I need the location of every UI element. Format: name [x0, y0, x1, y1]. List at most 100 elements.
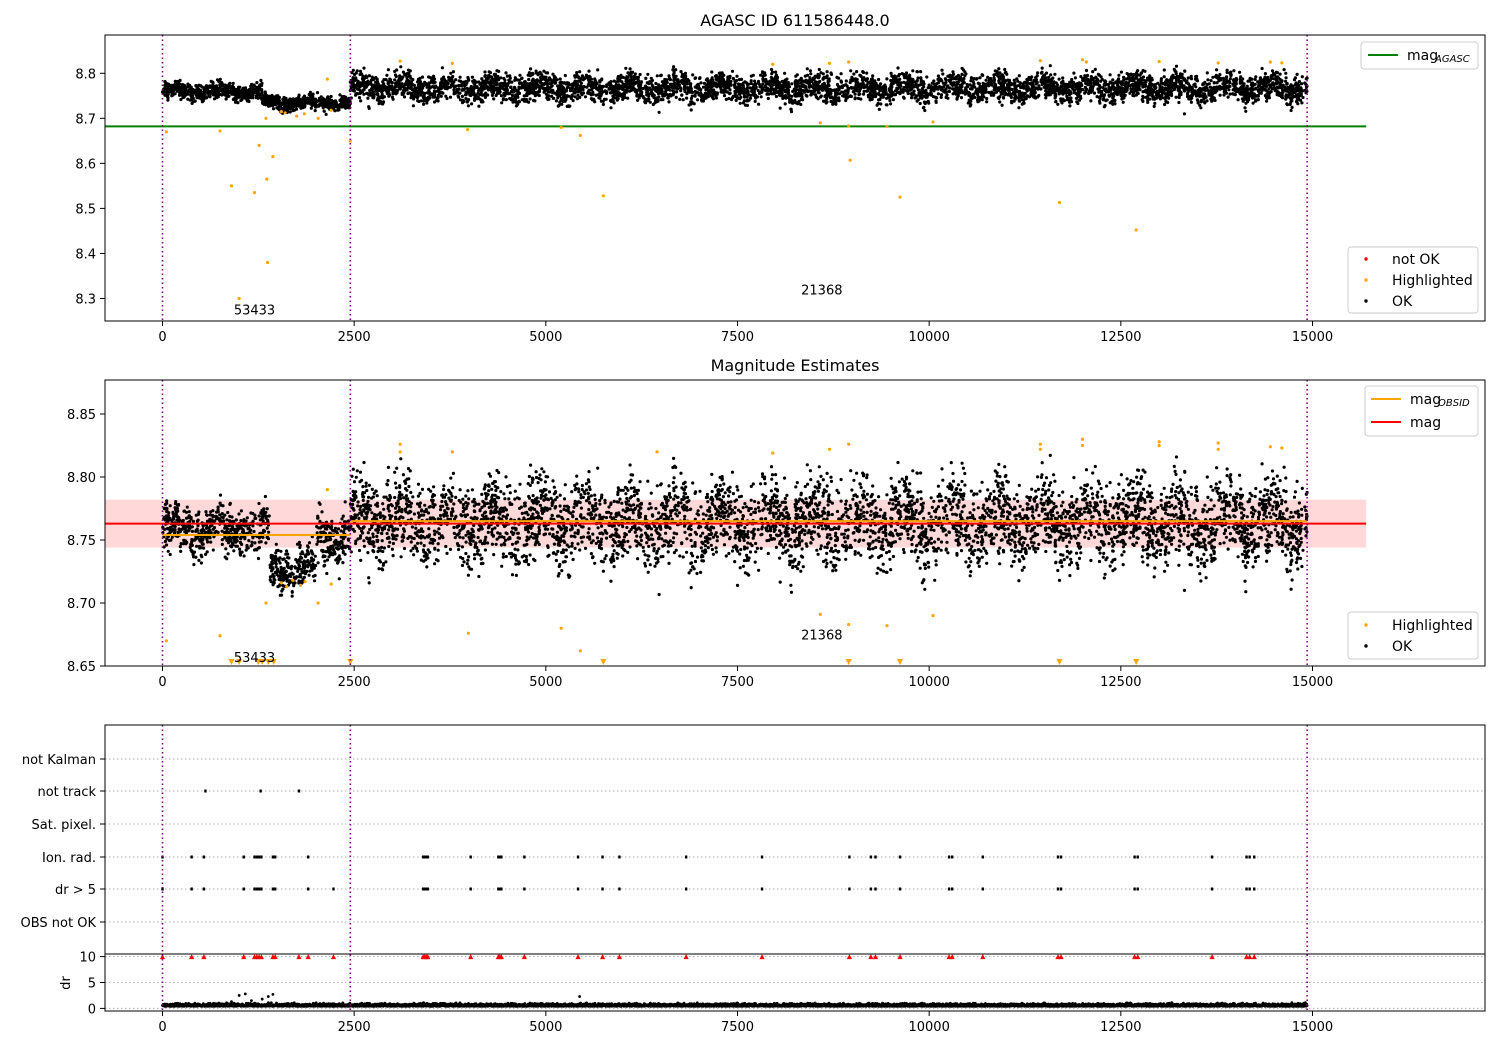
highlighted-point	[450, 61, 454, 65]
dr-points-cloud	[161, 1001, 1309, 1008]
flag-marker	[426, 855, 429, 859]
flag-marker	[848, 855, 851, 859]
highlighted-point	[1216, 61, 1220, 65]
flag-marker	[1210, 855, 1214, 859]
flag-marker	[253, 855, 256, 859]
highlighted-point	[931, 120, 935, 124]
highlighted-point	[316, 601, 320, 605]
flag-marker	[618, 855, 621, 859]
dr-tick-label: 0	[88, 1002, 96, 1017]
panel-magnitude-estimates: Magnitude Estimates 0 2500 5000 7500 10000 125…	[67, 356, 1486, 690]
highlighted-point	[316, 116, 320, 120]
clipped-marker	[270, 659, 277, 665]
highlighted-point	[466, 127, 470, 132]
highlighted-point	[303, 579, 307, 584]
ok-point	[1057, 578, 1062, 582]
highlighted-point	[1080, 437, 1085, 441]
highlighted-point	[818, 612, 822, 616]
obsid-annotation: 21368	[801, 629, 842, 644]
y-tick-label: 8.70	[67, 597, 96, 612]
dr-clipped-marker	[521, 954, 527, 960]
flag-label: OBS not OK	[21, 916, 97, 931]
highlighted-point	[1268, 445, 1272, 449]
flag-marker	[500, 887, 503, 891]
ok-point	[877, 107, 881, 111]
flag-marker	[898, 887, 902, 891]
x-tick-label: 10000	[908, 330, 949, 345]
dr-clipped-marker	[330, 954, 337, 960]
dr-clipped-marker	[241, 954, 247, 960]
flag-marker	[869, 887, 873, 891]
dr-clipped-marker	[1058, 954, 1064, 960]
y-tick-label: 8.80	[67, 471, 96, 486]
highlighted-point	[257, 143, 261, 147]
legend-marker	[1364, 299, 1368, 303]
highlighted-point	[771, 62, 775, 66]
flag-marker	[950, 855, 954, 859]
highlighted-point	[264, 116, 268, 120]
highlighted-point	[398, 450, 402, 454]
highlighted-point	[1057, 200, 1062, 205]
flag-label: dr > 5	[55, 883, 96, 898]
flag-marker	[469, 855, 472, 859]
x-tick-label: 0	[158, 675, 166, 690]
flag-marker	[684, 855, 688, 859]
dr-clipped-marker	[201, 954, 207, 960]
flag-marker	[981, 887, 985, 891]
clipped-marker	[259, 659, 266, 665]
flag-marker	[1059, 855, 1063, 859]
highlighted-point	[1157, 440, 1161, 444]
dr-point	[578, 995, 581, 998]
x-tick-label: 12500	[1100, 675, 1141, 690]
clipped-marker	[265, 659, 272, 665]
legend-label: OK	[1392, 294, 1413, 310]
flag-marker	[601, 855, 604, 859]
flag-marker	[161, 887, 164, 891]
dr-clipped-marker	[159, 954, 166, 960]
dr-point	[250, 999, 253, 1003]
flag-label: Sat. pixel.	[32, 818, 96, 833]
highlighted-point	[279, 109, 283, 114]
flag-marker	[684, 887, 688, 891]
panel2-frame	[104, 379, 1486, 667]
flag-marker	[190, 855, 193, 859]
clipped-marker	[897, 659, 904, 665]
highlighted-point	[298, 583, 303, 587]
highlighted-point	[771, 451, 775, 455]
ok-point	[1182, 588, 1187, 593]
flag-marker	[874, 855, 877, 859]
ok-points-cloud	[161, 64, 1309, 116]
flag-marker	[204, 789, 207, 793]
x-tick-label: 2500	[338, 675, 371, 690]
flag-marker	[259, 789, 262, 793]
flag-marker	[242, 887, 245, 891]
flag-marker	[1136, 887, 1139, 891]
dr-clipped-marker	[1135, 954, 1141, 960]
dr-clipped-marker	[599, 954, 606, 960]
legend-label-subscript: OBSID	[1438, 398, 1470, 409]
flag-marker	[202, 855, 206, 859]
legend-label: Highlighted	[1392, 273, 1473, 289]
dr-clipped-marker	[296, 954, 302, 960]
flag-marker	[576, 887, 580, 891]
highlighted-point	[325, 488, 329, 492]
flag-marker	[1248, 855, 1251, 859]
y-tick-label: 8.3	[75, 292, 96, 307]
flag-marker	[260, 887, 263, 891]
dr-clipped-marker	[468, 954, 474, 960]
dr-clipped-marker	[683, 954, 689, 960]
highlighted-point	[1280, 446, 1284, 450]
flag-marker	[253, 887, 256, 891]
dr-clipped-marker	[1247, 954, 1253, 960]
dr-clipped-marker	[1209, 954, 1215, 960]
flag-marker	[874, 887, 877, 891]
y-tick-label: 8.7	[75, 112, 96, 127]
flag-marker	[257, 855, 261, 859]
flag-marker	[497, 855, 500, 859]
panel1-frame	[104, 34, 1486, 322]
panel-flags: not Kalman not track Sat. pixel. Ion. rad. d…	[21, 724, 1486, 1035]
x-tick-label: 7500	[721, 675, 754, 690]
y-tick-label: 8.6	[75, 157, 96, 172]
flag-marker	[257, 887, 261, 891]
